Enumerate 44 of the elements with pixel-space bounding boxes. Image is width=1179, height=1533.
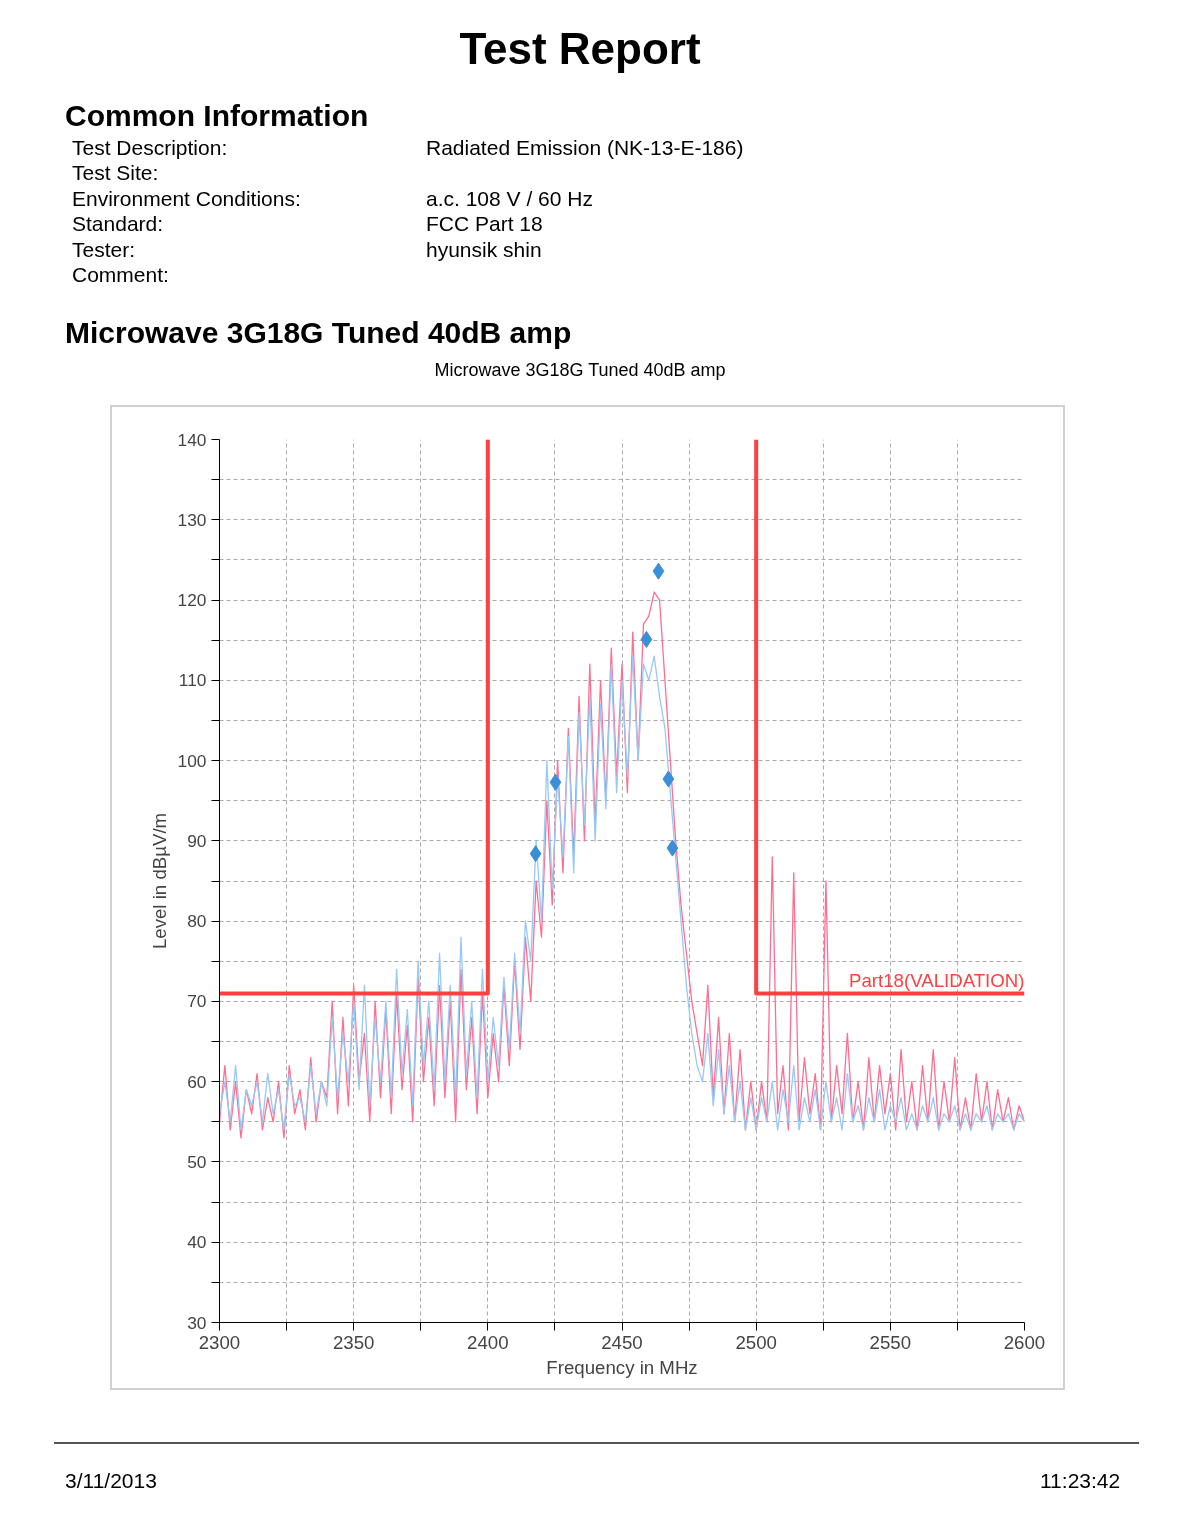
point: [662, 770, 675, 788]
y-tick-label: 50: [187, 1151, 207, 1172]
x-tick-label: 2600: [1003, 1331, 1046, 1353]
text: Test Report: [458, 23, 702, 75]
y-tick-label: 130: [177, 509, 207, 530]
chart-title: Microwave 3G18G Tuned 40dB amp: [433, 359, 727, 382]
y-tick-label: 30: [187, 1312, 207, 1333]
text: Test Site:: [72, 160, 159, 186]
point: [549, 773, 562, 791]
y-tick-label: 80: [187, 911, 207, 932]
text: Microwave 3G18G Tuned 40dB amp: [65, 315, 572, 351]
point: [652, 562, 665, 580]
y-tick-label: 60: [187, 1071, 207, 1092]
y-tick-label: 70: [187, 991, 207, 1012]
text: Standard:: [72, 211, 164, 237]
x-axis-title: Frequency in MHz: [546, 1356, 698, 1378]
y-tick-label: 100: [177, 750, 207, 771]
y-tick-label: 90: [187, 830, 207, 851]
text: FCC Part 18: [426, 211, 543, 237]
y-axis-title: Level in dBµV/m: [148, 812, 170, 950]
text: 11:23:42: [1040, 1468, 1121, 1494]
y-tick-label: 120: [177, 590, 207, 611]
y-tick-label: 110: [178, 670, 207, 691]
series-label: Part18(VALIDATION): [848, 970, 1025, 992]
text: a.c. 108 V / 60 Hz: [426, 187, 593, 210]
y-tick-label: 40: [187, 1232, 207, 1253]
text: Environment Conditions:: [72, 187, 301, 210]
text: 3/11/2013: [65, 1468, 157, 1494]
point: [529, 845, 542, 863]
y-tick-label: 140: [177, 429, 207, 450]
x-tick-label: 2550: [869, 1331, 912, 1353]
text: Common Information: [65, 98, 369, 134]
x-tick-label: 2350: [332, 1331, 375, 1353]
point: [640, 630, 653, 648]
text: Test Description:: [72, 136, 228, 159]
point: [666, 839, 679, 857]
x-tick-label: 2500: [735, 1331, 777, 1353]
text: Radiated Emission (NK-13-E-186): [426, 135, 744, 161]
text: Tester:: [72, 238, 136, 261]
text: hyunsik shin: [426, 237, 542, 263]
text: Comment:: [72, 262, 169, 288]
x-tick-label: 2450: [601, 1331, 643, 1353]
x-tick-label: 2300: [198, 1331, 241, 1353]
x-tick-label: 2400: [467, 1331, 509, 1353]
